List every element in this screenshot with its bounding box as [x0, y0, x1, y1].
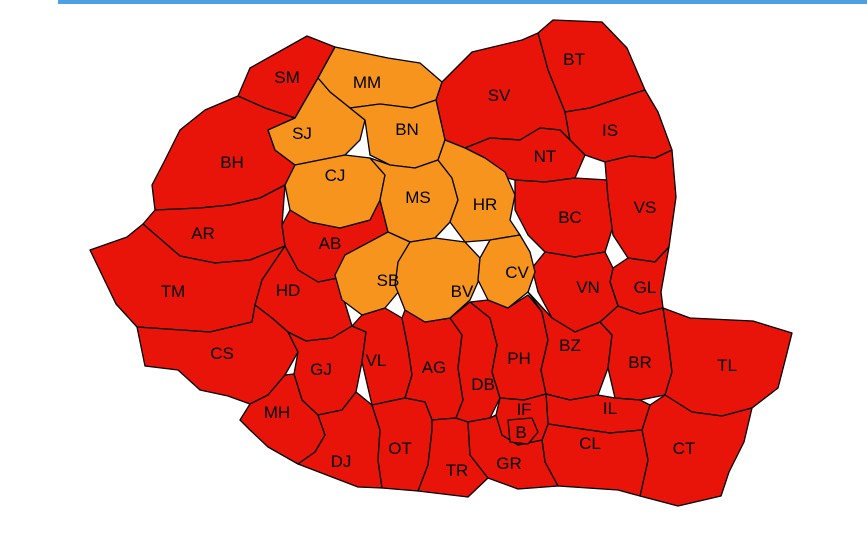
county-label-DJ: DJ: [331, 452, 352, 471]
county-label-IS: IS: [602, 121, 618, 140]
county-label-MH: MH: [264, 403, 290, 422]
county-label-BN: BN: [395, 120, 419, 139]
county-label-DB: DB: [471, 375, 495, 394]
county-label-HR: HR: [473, 195, 498, 214]
county-label-GL: GL: [634, 278, 657, 297]
county-label-BC: BC: [558, 208, 582, 227]
county-label-AB: AB: [319, 234, 342, 253]
county-label-NT: NT: [534, 147, 557, 166]
county-label-VL: VL: [366, 351, 387, 370]
county-label-AR: AR: [191, 224, 215, 243]
county-label-CV: CV: [505, 263, 529, 282]
county-label-VS: VS: [634, 198, 657, 217]
county-B: [507, 417, 539, 445]
county-label-BZ: BZ: [559, 336, 581, 355]
county-CV: [477, 234, 536, 309]
county-label-PH: PH: [507, 349, 531, 368]
top-loading-bar: [58, 0, 867, 4]
county-label-CS: CS: [210, 344, 234, 363]
county-label-GJ: GJ: [310, 360, 332, 379]
county-label-BV: BV: [451, 282, 474, 301]
county-label-MS: MS: [405, 188, 431, 207]
county-label-CJ: CJ: [325, 166, 346, 185]
county-label-IL: IL: [603, 399, 617, 418]
county-CJ: [284, 154, 386, 229]
county-label-BT: BT: [563, 50, 585, 69]
county-label-SJ: SJ: [292, 124, 312, 143]
county-SB: [334, 231, 411, 316]
county-label-SB: SB: [377, 271, 400, 290]
county-label-IF: IF: [516, 400, 531, 419]
county-label-TL: TL: [717, 356, 737, 375]
county-label-BR: BR: [628, 353, 652, 372]
county-label-CT: CT: [673, 439, 696, 458]
county-label-TM: TM: [161, 282, 186, 301]
county-label-TR: TR: [446, 461, 469, 480]
county-label-SM: SM: [274, 68, 300, 87]
county-label-VN: VN: [576, 278, 600, 297]
county-label-BH: BH: [220, 153, 244, 172]
county-label-SV: SV: [488, 86, 511, 105]
county-label-OT: OT: [388, 439, 412, 458]
county-label-B: B: [515, 423, 526, 442]
county-label-CL: CL: [579, 434, 601, 453]
county-label-AG: AG: [422, 358, 447, 377]
county-BV: [394, 237, 481, 323]
county-GR: [467, 414, 559, 490]
county-label-HD: HD: [276, 281, 301, 300]
county-SJ: [267, 77, 366, 166]
county-label-MM: MM: [353, 73, 381, 92]
county-label-GR: GR: [496, 454, 522, 473]
